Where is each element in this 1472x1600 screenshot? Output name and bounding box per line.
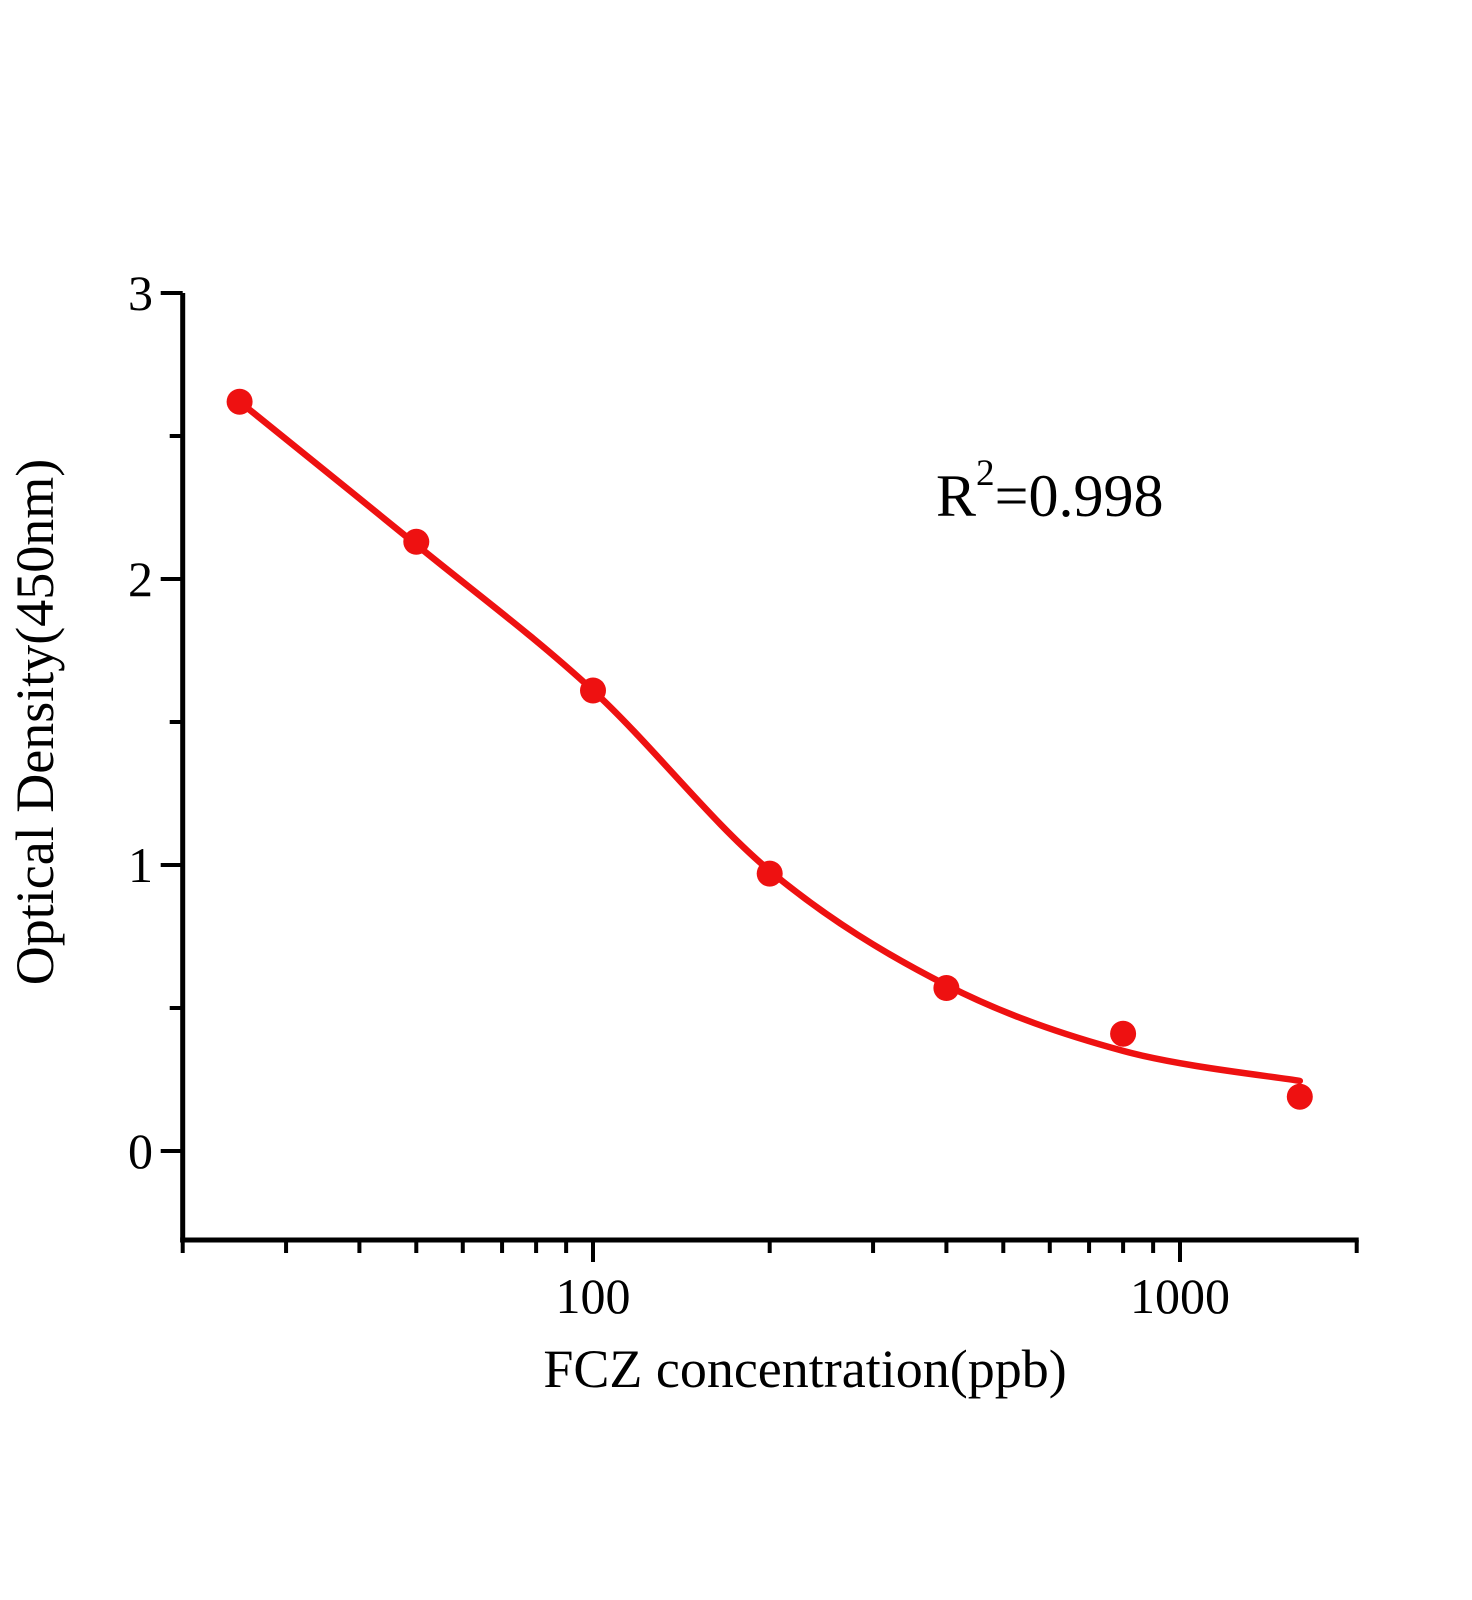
data-point bbox=[580, 677, 606, 704]
y-tick-label: 2 bbox=[128, 551, 153, 607]
x-tick-label: 100 bbox=[555, 1268, 631, 1324]
y-tick-label: 1 bbox=[128, 837, 153, 893]
data-point bbox=[756, 860, 783, 887]
r-squared-annotation: R2=0.998 bbox=[936, 454, 1164, 531]
r-squared-base: R bbox=[936, 463, 977, 529]
r-squared-value: =0.998 bbox=[994, 463, 1164, 529]
axis-ticks bbox=[160, 291, 1359, 1262]
data-point bbox=[933, 975, 960, 1001]
x-axis-title: FCZ concentration(ppb) bbox=[543, 1339, 1067, 1399]
data-point bbox=[1286, 1083, 1313, 1110]
data-point bbox=[226, 388, 253, 415]
y-axis-title: Optical Density(450nm) bbox=[5, 458, 65, 986]
data-point bbox=[403, 528, 430, 555]
axes bbox=[180, 293, 1359, 1243]
data-point bbox=[1110, 1020, 1137, 1047]
y-tick-label: 3 bbox=[128, 265, 153, 321]
x-tick-label: 1000 bbox=[1130, 1268, 1230, 1324]
data-points bbox=[226, 388, 1313, 1110]
y-tick-label: 0 bbox=[128, 1123, 153, 1179]
r-squared-superscript: 2 bbox=[976, 452, 995, 494]
